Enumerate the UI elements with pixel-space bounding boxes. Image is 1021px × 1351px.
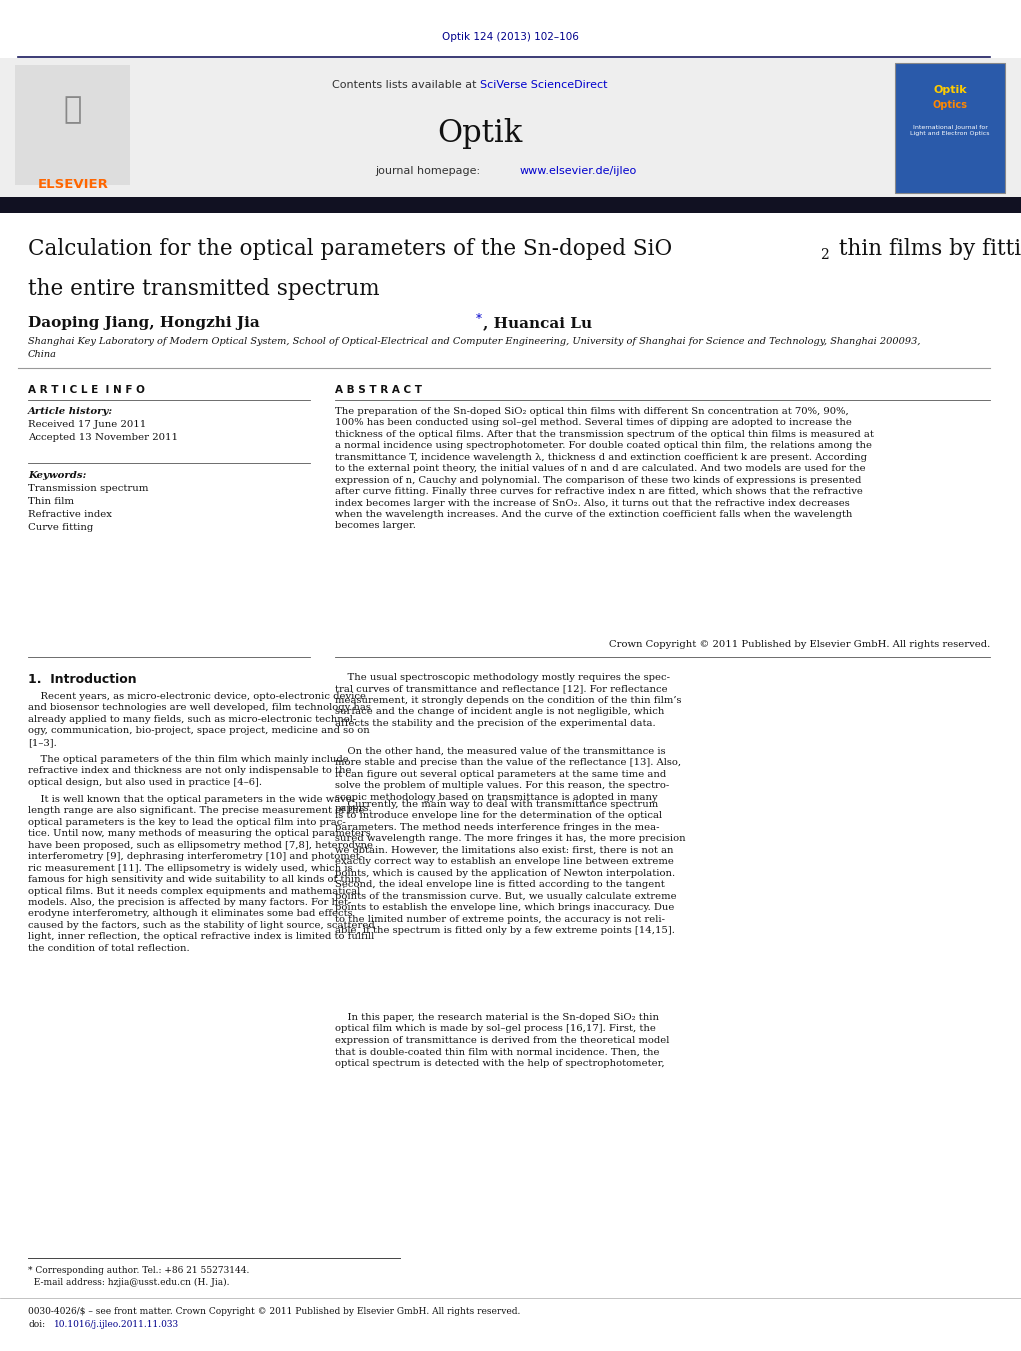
Text: 🌳: 🌳	[64, 96, 82, 124]
Text: Optik: Optik	[933, 85, 967, 95]
Text: www.elsevier.de/ijleo: www.elsevier.de/ijleo	[520, 166, 637, 176]
FancyBboxPatch shape	[0, 58, 1021, 197]
Text: 0030-4026/$ – see front matter. Crown Copyright © 2011 Published by Elsevier Gmb: 0030-4026/$ – see front matter. Crown Co…	[28, 1306, 521, 1316]
Text: The usual spectroscopic methodology mostly requires the spec-
tral curves of tra: The usual spectroscopic methodology most…	[335, 673, 681, 728]
Text: E-mail address: hzjia@usst.edu.cn (H. Jia).: E-mail address: hzjia@usst.edu.cn (H. Ji…	[28, 1278, 230, 1288]
Text: the entire transmitted spectrum: the entire transmitted spectrum	[28, 278, 380, 300]
Text: Optics: Optics	[932, 100, 968, 109]
Text: It is well known that the optical parameters in the wide wave-
length range are : It is well known that the optical parame…	[28, 794, 375, 952]
Text: Optik 124 (2013) 102–106: Optik 124 (2013) 102–106	[442, 32, 579, 42]
Text: Transmission spectrum: Transmission spectrum	[28, 484, 148, 493]
Text: The optical parameters of the thin film which mainly include
refractive index an: The optical parameters of the thin film …	[28, 755, 351, 786]
Text: Received 17 June 2011: Received 17 June 2011	[28, 420, 146, 430]
Text: journal homepage:: journal homepage:	[375, 166, 484, 176]
Text: 10.1016/j.ijleo.2011.11.033: 10.1016/j.ijleo.2011.11.033	[54, 1320, 179, 1329]
Text: In this paper, the research material is the Sn-doped SiO₂ thin
optical film whic: In this paper, the research material is …	[335, 1013, 670, 1067]
Text: ELSEVIER: ELSEVIER	[38, 178, 108, 190]
Text: Crown Copyright © 2011 Published by Elsevier GmbH. All rights reserved.: Crown Copyright © 2011 Published by Else…	[609, 640, 990, 648]
FancyBboxPatch shape	[895, 63, 1005, 193]
Text: Refractive index: Refractive index	[28, 509, 112, 519]
FancyBboxPatch shape	[15, 65, 130, 185]
Text: doi:: doi:	[28, 1320, 45, 1329]
Text: Accepted 13 November 2011: Accepted 13 November 2011	[28, 434, 178, 442]
Text: Recent years, as micro-electronic device, opto-electronic device
and biosensor t: Recent years, as micro-electronic device…	[28, 692, 371, 747]
Text: Shanghai Key Laboratory of Modern Optical System, School of Optical-Electrical a: Shanghai Key Laboratory of Modern Optica…	[28, 336, 921, 346]
Text: Daoping Jiang, Hongzhi Jia: Daoping Jiang, Hongzhi Jia	[28, 316, 259, 330]
Text: , Huancai Lu: , Huancai Lu	[483, 316, 592, 330]
Text: China: China	[28, 350, 57, 359]
Text: Currently, the main way to deal with transmittance spectrum
is to introduce enve: Currently, the main way to deal with tra…	[335, 800, 686, 935]
Text: thin films by fitting: thin films by fitting	[832, 238, 1021, 259]
Text: * Corresponding author. Tel.: +86 21 55273144.: * Corresponding author. Tel.: +86 21 552…	[28, 1266, 249, 1275]
Text: Thin film: Thin film	[28, 497, 75, 507]
Text: A B S T R A C T: A B S T R A C T	[335, 385, 422, 394]
Text: 2: 2	[820, 249, 829, 262]
Text: Optik: Optik	[437, 118, 523, 149]
Text: Keywords:: Keywords:	[28, 471, 87, 480]
Text: *: *	[476, 313, 482, 326]
FancyBboxPatch shape	[0, 197, 1021, 213]
Text: Curve fitting: Curve fitting	[28, 523, 93, 532]
Text: International Journal for
Light and Electron Optics: International Journal for Light and Elec…	[911, 126, 989, 136]
Text: Article history:: Article history:	[28, 407, 113, 416]
Text: Contents lists available at: Contents lists available at	[332, 80, 480, 91]
Text: Calculation for the optical parameters of the Sn-doped SiO: Calculation for the optical parameters o…	[28, 238, 672, 259]
Text: A R T I C L E  I N F O: A R T I C L E I N F O	[28, 385, 145, 394]
Text: 1.  Introduction: 1. Introduction	[28, 673, 137, 686]
Text: On the other hand, the measured value of the transmittance is
more stable and pr: On the other hand, the measured value of…	[335, 747, 681, 813]
Text: SciVerse ScienceDirect: SciVerse ScienceDirect	[480, 80, 607, 91]
Text: The preparation of the Sn-doped SiO₂ optical thin films with different Sn concen: The preparation of the Sn-doped SiO₂ opt…	[335, 407, 874, 531]
